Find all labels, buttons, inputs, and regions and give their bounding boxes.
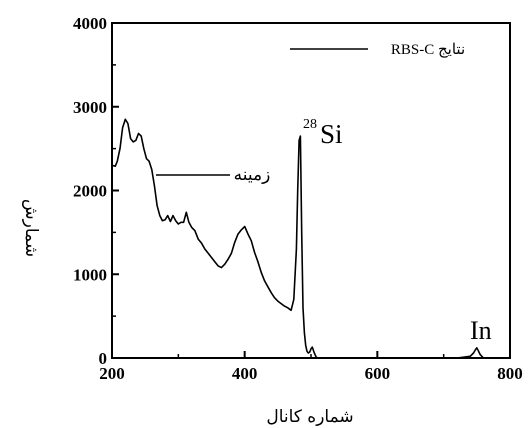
ticks-layer: 200 400 600 800 0 1000 2000 3000 4000 xyxy=(73,14,523,383)
annotation-in-label: In xyxy=(470,316,492,345)
y-tick-label: 4000 xyxy=(73,14,107,33)
y-axis-title: شمارش xyxy=(21,199,41,257)
series-line xyxy=(111,118,510,359)
x-tick-label: 400 xyxy=(232,364,258,383)
x-tick-label: 200 xyxy=(99,364,125,383)
data-layer xyxy=(111,118,510,359)
annotation-si-label: Si xyxy=(320,119,343,149)
x-tick-label: 800 xyxy=(497,364,523,383)
annotation-si-superscript: 28 xyxy=(303,117,317,132)
legend: RBS-C نتایج xyxy=(290,42,465,58)
y-tick-label: 2000 xyxy=(73,182,107,201)
y-tick-label: 0 xyxy=(99,349,108,368)
legend-label: RBS-C نتایج xyxy=(391,42,465,58)
annotation-background-label: زمینه xyxy=(234,165,271,185)
annotation-layer: RBS-C نتایج زمینه 28 Si In xyxy=(156,42,492,345)
y-tick-label: 3000 xyxy=(73,98,107,117)
x-tick-label: 600 xyxy=(365,364,391,383)
y-tick-label: 1000 xyxy=(73,265,107,284)
plot-frame xyxy=(111,22,511,359)
x-axis-title: شماره کانال xyxy=(266,407,353,427)
